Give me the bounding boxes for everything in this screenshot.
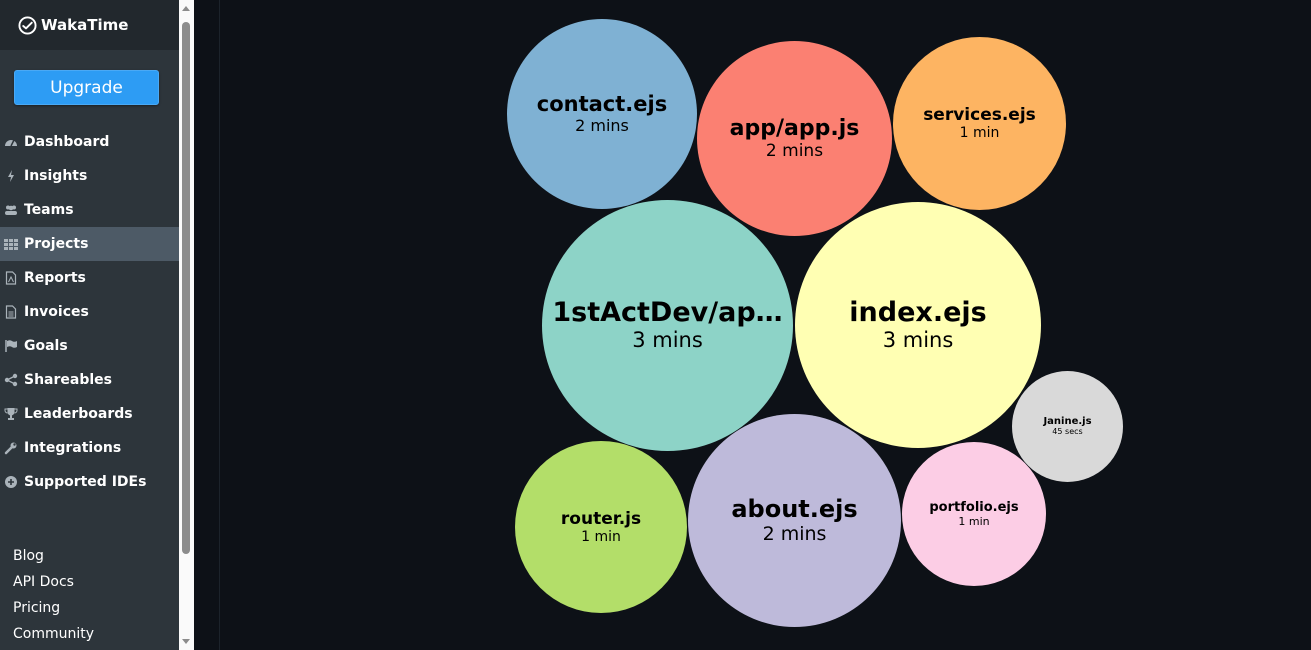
content-gutter: [194, 0, 220, 650]
file-duration: 2 mins: [765, 140, 824, 161]
wrench-icon: [4, 441, 18, 455]
file-bubble[interactable]: portfolio.ejs 1 min: [902, 442, 1046, 586]
community-link[interactable]: Community: [13, 626, 95, 642]
file-duration: 3 mins: [632, 328, 703, 353]
file-duration: 1 min: [959, 125, 1000, 142]
file-name: Janine.js: [1043, 416, 1092, 428]
file-bubble-chart: contact.ejs 2 mins app/app.js 2 mins ser…: [220, 0, 1311, 650]
nav-item-reports[interactable]: Reports: [0, 261, 179, 295]
file-name: services.ejs: [923, 105, 1036, 126]
nav-label: Invoices: [24, 304, 89, 320]
grid-icon: [4, 237, 18, 251]
file-bubble[interactable]: app/app.js 2 mins: [697, 41, 892, 236]
file-duration: 2 mins: [575, 116, 629, 136]
plus-circle-icon: [4, 475, 18, 489]
nav-label: Teams: [24, 202, 74, 218]
nav-item-leaderboards[interactable]: Leaderboards: [0, 397, 179, 431]
sidebar: WakaTime Upgrade Dashboard Insights Team…: [0, 0, 179, 650]
blog-link[interactable]: Blog: [13, 548, 44, 564]
scroll-thumb[interactable]: [182, 22, 190, 554]
nav-label: Goals: [24, 338, 68, 354]
upgrade-button[interactable]: Upgrade: [14, 70, 159, 105]
nav-item-integrations[interactable]: Integrations: [0, 431, 179, 465]
file-name: 1stActDev/ap…: [552, 297, 783, 329]
dashboard-icon: [4, 135, 18, 149]
file-bubble[interactable]: about.ejs 2 mins: [688, 414, 901, 627]
file-bubble[interactable]: router.js 1 min: [515, 441, 687, 613]
file-name: portfolio.ejs: [929, 499, 1019, 515]
nav-item-goals[interactable]: Goals: [0, 329, 179, 363]
nav-item-invoices[interactable]: Invoices: [0, 295, 179, 329]
file-duration: 1 min: [581, 528, 621, 545]
scroll-up-arrow-icon[interactable]: [182, 6, 190, 11]
file-bubble[interactable]: index.ejs 3 mins: [795, 202, 1041, 448]
nav-label: Supported IDEs: [24, 474, 147, 490]
nav-label: Projects: [24, 236, 89, 252]
nav-item-dashboard[interactable]: Dashboard: [0, 125, 179, 159]
nav-label: Leaderboards: [24, 406, 133, 422]
bolt-icon: [4, 169, 18, 183]
file-bubble[interactable]: Janine.js 45 secs: [1012, 371, 1123, 482]
nav-label: Dashboard: [24, 134, 110, 150]
pricing-link[interactable]: Pricing: [13, 600, 61, 616]
brand[interactable]: WakaTime: [0, 0, 179, 50]
main-nav: Dashboard Insights Teams Projects Report…: [0, 125, 179, 499]
nav-label: Insights: [24, 168, 88, 184]
nav-label: Reports: [24, 270, 86, 286]
nav-label: Shareables: [24, 372, 112, 388]
file-name: app/app.js: [729, 115, 860, 141]
trophy-icon: [4, 407, 18, 421]
users-icon: [4, 203, 18, 217]
file-duration: 1 min: [958, 514, 990, 528]
file-name: contact.ejs: [536, 92, 668, 117]
pdf-file-icon: [4, 271, 18, 285]
share-icon: [4, 373, 18, 387]
flag-icon: [4, 339, 18, 353]
file-bubble[interactable]: 1stActDev/ap… 3 mins: [542, 200, 793, 451]
file-bubble[interactable]: contact.ejs 2 mins: [507, 19, 697, 209]
nav-label: Integrations: [24, 440, 122, 456]
footer-links: Blog API Docs Pricing Community: [13, 543, 94, 647]
api-docs-link[interactable]: API Docs: [13, 574, 74, 590]
file-name: router.js: [560, 508, 642, 529]
file-name: about.ejs: [731, 495, 858, 524]
invoice-icon: [4, 305, 18, 319]
file-duration: 3 mins: [882, 327, 954, 352]
file-duration: 2 mins: [762, 523, 827, 546]
nav-item-insights[interactable]: Insights: [0, 159, 179, 193]
file-duration: 45 secs: [1052, 427, 1083, 437]
nav-item-shareables[interactable]: Shareables: [0, 363, 179, 397]
nav-item-supported-ides[interactable]: Supported IDEs: [0, 465, 179, 499]
nav-item-projects[interactable]: Projects: [0, 227, 179, 261]
file-name: index.ejs: [849, 296, 987, 328]
wakatime-logo-icon: [18, 15, 37, 35]
sidebar-scrollbar[interactable]: [179, 0, 194, 650]
scroll-down-arrow-icon[interactable]: [182, 639, 190, 644]
file-bubble[interactable]: services.ejs 1 min: [893, 37, 1066, 210]
brand-name: WakaTime: [41, 16, 129, 34]
nav-item-teams[interactable]: Teams: [0, 193, 179, 227]
